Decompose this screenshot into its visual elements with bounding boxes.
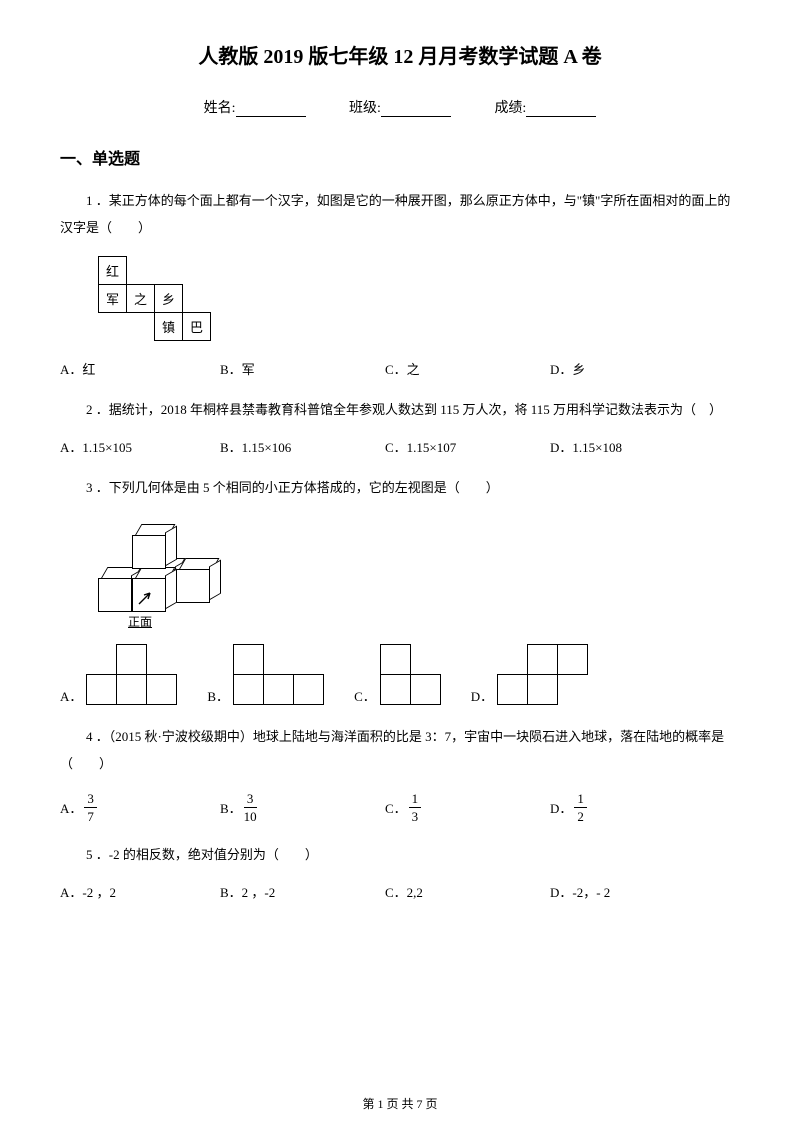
q4-opt-c-label: C． <box>385 798 407 817</box>
net-cell: 军 <box>99 284 127 312</box>
net-cell: 之 <box>127 284 155 312</box>
q4-opt-a-label: A． <box>60 798 82 817</box>
q4-opt-a: A． 37 <box>60 792 220 823</box>
q1-opt-d: D．乡 <box>550 359 710 378</box>
fraction-icon: 12 <box>574 792 587 823</box>
page-title: 人教版 2019 版七年级 12 月月考数学试题 A 卷 <box>60 40 740 69</box>
q3-opt-c: C． <box>354 644 441 705</box>
q3-opt-b: B． <box>207 644 324 705</box>
score-blank <box>526 103 596 117</box>
q1-opt-a: A．红 <box>60 359 220 378</box>
q4-opt-d-label: D． <box>550 798 572 817</box>
q3-opt-b-label: B． <box>207 686 229 705</box>
q5-opt-c: C．2,2 <box>385 882 550 901</box>
section-header: 一、单选题 <box>60 145 740 169</box>
q4-opt-b-label: B． <box>220 798 242 817</box>
q2-opt-b: B．1.15×106 <box>220 437 385 456</box>
q5-text: 5 ．-2 的相反数，绝对值分别为（ ） <box>60 841 740 868</box>
q2-opt-d: D．1.15×108 <box>550 437 710 456</box>
class-blank <box>381 103 451 117</box>
q3-opt-d-label: D． <box>471 686 493 705</box>
view-b-icon <box>233 644 324 705</box>
q2-opt-c: C．1.15×107 <box>385 437 550 456</box>
q3-opt-d: D． <box>471 644 588 705</box>
q1-options: A．红 B．军 C．之 D．乡 <box>60 359 740 378</box>
fraction-icon: 37 <box>84 792 97 823</box>
q5-options: A．-2 ，2 B．2 ，-2 C．2,2 D．-2，- 2 <box>60 882 740 901</box>
q3-solid-figure: 正面 <box>98 515 228 630</box>
net-cell: 乡 <box>155 284 183 312</box>
q1-opt-b: B．军 <box>220 359 385 378</box>
q2-opt-a: A．1.15×105 <box>60 437 220 456</box>
fraction-icon: 13 <box>409 792 422 823</box>
page-footer: 第 1 页 共 7 页 <box>0 1095 800 1112</box>
class-label: 班级: <box>349 101 381 116</box>
net-cell: 红 <box>99 256 127 284</box>
q1-text: 1 ．某正方体的每个面上都有一个汉字，如图是它的一种展开图，那么原正方体中，与"… <box>60 187 740 242</box>
fraction-icon: 310 <box>244 792 257 823</box>
q5-opt-a: A．-2 ，2 <box>60 882 220 901</box>
view-a-icon <box>86 644 177 705</box>
q3-text: 3 ．下列几何体是由 5 个相同的小正方体搭成的，它的左视图是（ ） <box>60 474 740 501</box>
score-label: 成绩: <box>494 101 526 116</box>
q4-opt-d: D． 12 <box>550 792 710 823</box>
front-arrow-label: 正面 <box>128 613 152 630</box>
net-cell: 镇 <box>155 312 183 340</box>
net-cell: 巴 <box>183 312 211 340</box>
q1-cube-net: 红 军 之 乡 镇 巴 <box>98 256 740 341</box>
q3-opt-a: A． <box>60 644 177 705</box>
q3-opt-c-label: C． <box>354 686 376 705</box>
name-label: 姓名: <box>204 101 236 116</box>
q4-options: A． 37 B． 310 C． 13 D． 12 <box>60 792 740 823</box>
view-d-icon <box>497 644 588 705</box>
view-c-icon <box>380 644 441 705</box>
q4-opt-c: C． 13 <box>385 792 550 823</box>
info-line: 姓名: 班级: 成绩: <box>60 97 740 117</box>
q5-opt-d: D．-2，- 2 <box>550 882 710 901</box>
q4-opt-b: B． 310 <box>220 792 385 823</box>
q1-opt-c: C．之 <box>385 359 550 378</box>
q2-text: 2 ．据统计，2018 年桐梓县禁毒教育科普馆全年参观人数达到 115 万人次，… <box>60 396 740 423</box>
q2-options: A．1.15×105 B．1.15×106 C．1.15×107 D．1.15×… <box>60 437 740 456</box>
q5-opt-b: B．2 ，-2 <box>220 882 385 901</box>
name-blank <box>236 103 306 117</box>
q4-text: 4 ．（2015 秋·宁波校级期中）地球上陆地与海洋面积的比是 3：7，宇宙中一… <box>60 723 740 778</box>
q3-opt-a-label: A． <box>60 686 82 705</box>
q3-options: A． B． C． D． <box>60 644 740 705</box>
